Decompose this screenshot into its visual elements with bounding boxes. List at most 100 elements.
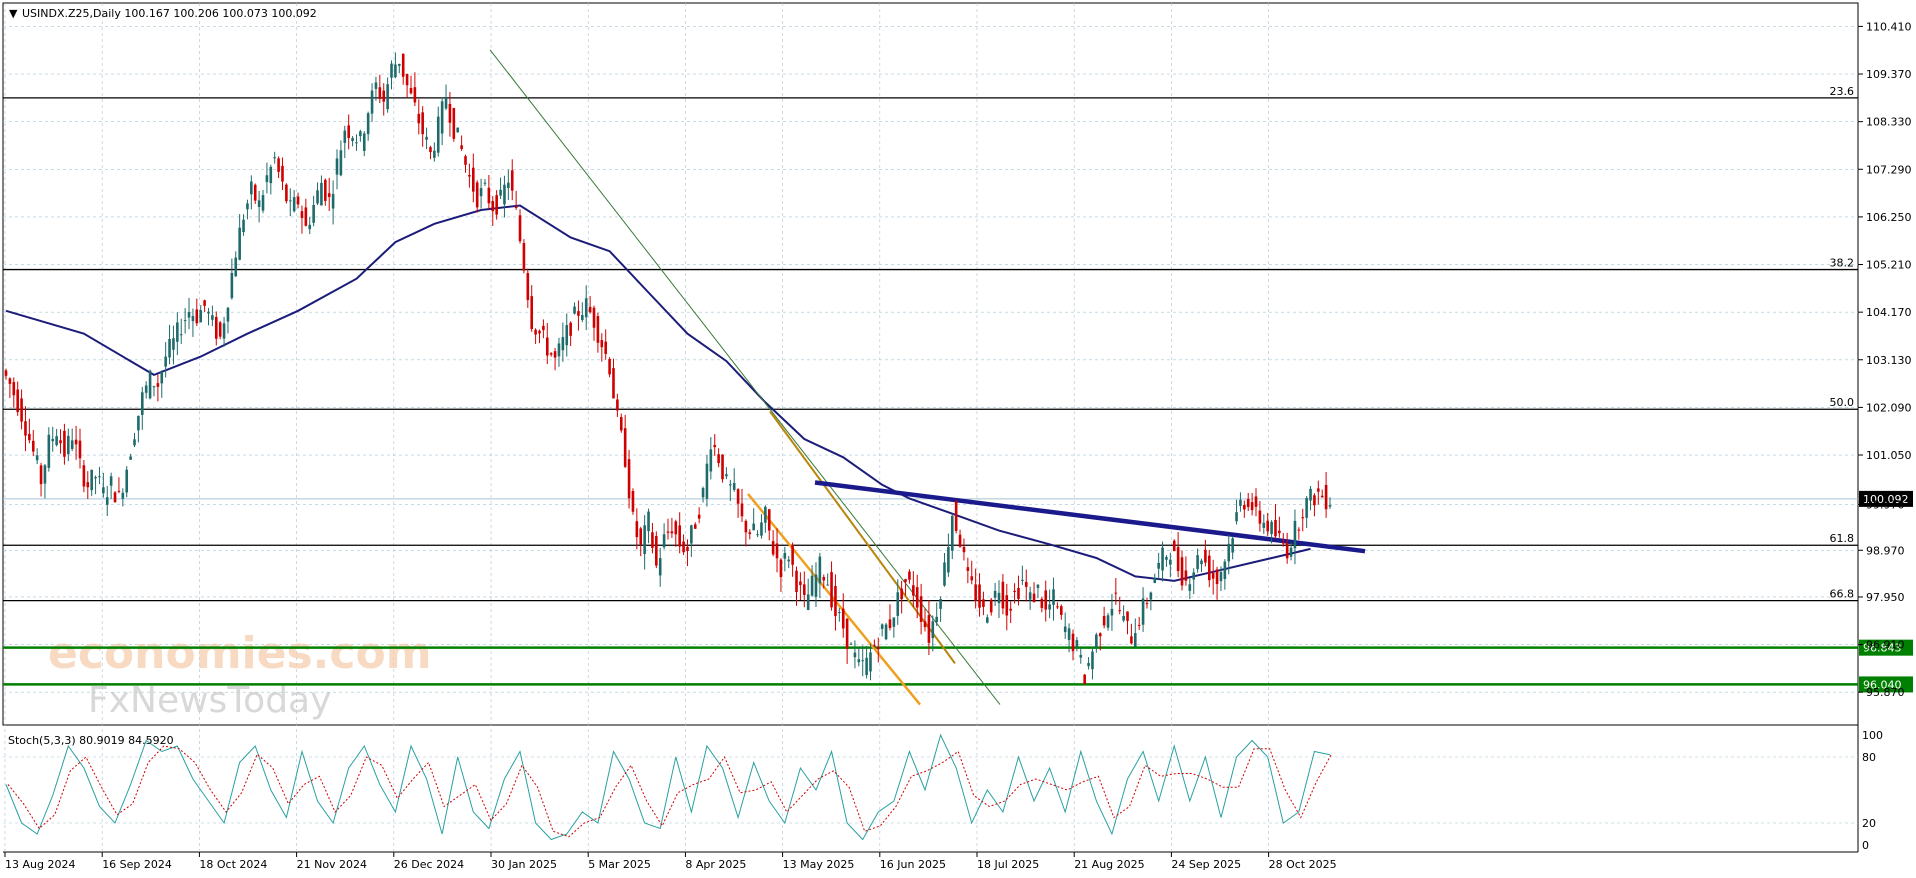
candle-body	[234, 257, 238, 277]
moving-average-line	[5, 204, 1311, 582]
candle-body	[678, 525, 681, 547]
candle-body	[1301, 517, 1305, 519]
candle-body	[1169, 559, 1172, 565]
candle-body	[997, 592, 1001, 604]
candle-body	[514, 206, 518, 209]
candle-body	[382, 90, 386, 102]
candle-body	[456, 127, 460, 133]
candle-body	[1133, 633, 1137, 647]
candle-body	[67, 435, 70, 455]
candle-body	[534, 329, 537, 335]
candle-body	[1079, 654, 1083, 658]
candle-body	[401, 53, 405, 77]
candle-body	[697, 514, 701, 519]
candle-body	[810, 575, 814, 596]
candle-body	[690, 525, 693, 544]
candle-body	[865, 657, 868, 676]
x-tick-label: 16 Sep 2024	[102, 858, 172, 871]
x-tick-label: 13 Aug 2024	[5, 858, 75, 871]
support-level-label: 96.843	[1863, 642, 1902, 655]
candle-body	[1036, 584, 1040, 588]
candle-body	[791, 544, 794, 565]
candle-body	[394, 64, 397, 78]
candle-body	[1165, 556, 1168, 560]
candle-body	[1048, 604, 1051, 610]
candle-body	[1188, 584, 1192, 591]
candle-body	[187, 312, 191, 318]
candle-body	[1207, 555, 1211, 581]
candle-body	[900, 588, 903, 600]
candle-body	[966, 567, 970, 571]
candle-body	[12, 381, 16, 396]
candle-body	[616, 399, 619, 411]
candle-body	[522, 242, 526, 271]
candle-body	[1102, 616, 1106, 626]
candle-body	[1001, 581, 1005, 609]
candle-body	[362, 133, 366, 151]
candle-body	[705, 463, 709, 499]
y-tick-label: 109.370	[1866, 68, 1912, 81]
candle-body	[1040, 598, 1044, 608]
candle-body	[857, 659, 861, 663]
candle-body	[1032, 593, 1036, 603]
y-tick-label: 96.910	[1866, 639, 1905, 652]
candle-body	[261, 195, 265, 211]
candle-body	[320, 182, 323, 206]
symbol-header-arrow[interactable]: ▼	[9, 7, 18, 20]
candle-body	[873, 645, 876, 647]
candle-body	[144, 385, 148, 393]
candle-body	[1184, 570, 1188, 581]
candle-body	[20, 398, 23, 422]
candle-body	[471, 167, 475, 192]
candle-body	[1270, 521, 1273, 535]
candle-body	[366, 113, 370, 135]
candle-body	[600, 340, 604, 348]
candle-body	[296, 196, 300, 205]
candle-body	[160, 372, 164, 384]
y-tick-label: 98.970	[1866, 544, 1905, 557]
candle-body	[460, 145, 463, 150]
candle-body	[1106, 615, 1110, 628]
candle-body	[113, 492, 117, 503]
candle-body	[1137, 624, 1141, 626]
x-tick-label: 21 Aug 2025	[1074, 858, 1144, 871]
candle-body	[545, 337, 549, 356]
candle-body	[1309, 488, 1312, 501]
candle-body	[82, 465, 86, 487]
candle-body	[269, 166, 273, 184]
candle-body	[327, 193, 331, 197]
candle-body	[1204, 549, 1207, 563]
candle-body	[982, 599, 985, 607]
downtrend-line[interactable]	[489, 49, 1001, 705]
candle-body	[359, 131, 362, 137]
candle-body	[1063, 626, 1067, 633]
y-tick-label: 106.250	[1866, 211, 1912, 224]
candle-body	[1021, 579, 1024, 581]
candle-body	[935, 616, 938, 623]
candle-body	[238, 227, 241, 260]
candle-body	[573, 306, 576, 314]
candle-body	[47, 434, 51, 468]
candle-body	[635, 521, 639, 538]
x-tick-label: 13 May 2025	[783, 858, 855, 871]
stoch-tick-label: 20	[1862, 817, 1876, 830]
candle-body	[1009, 608, 1012, 611]
candle-body	[1172, 540, 1176, 552]
candle-body	[121, 492, 125, 499]
candle-body	[1258, 510, 1262, 524]
candle-body	[31, 440, 35, 452]
candle-body	[888, 619, 892, 629]
candle-body	[993, 590, 997, 598]
support-level-label: 96.040	[1863, 678, 1902, 691]
candle-body	[876, 646, 880, 650]
candle-body	[300, 211, 304, 219]
candle-body	[526, 273, 530, 301]
y-tick-label: 102.090	[1866, 401, 1912, 414]
resistance-trendline[interactable]	[814, 480, 1366, 554]
candle-body	[1254, 496, 1258, 507]
candle-body	[631, 490, 635, 512]
candle-body	[507, 182, 510, 189]
candle-body	[779, 559, 783, 578]
